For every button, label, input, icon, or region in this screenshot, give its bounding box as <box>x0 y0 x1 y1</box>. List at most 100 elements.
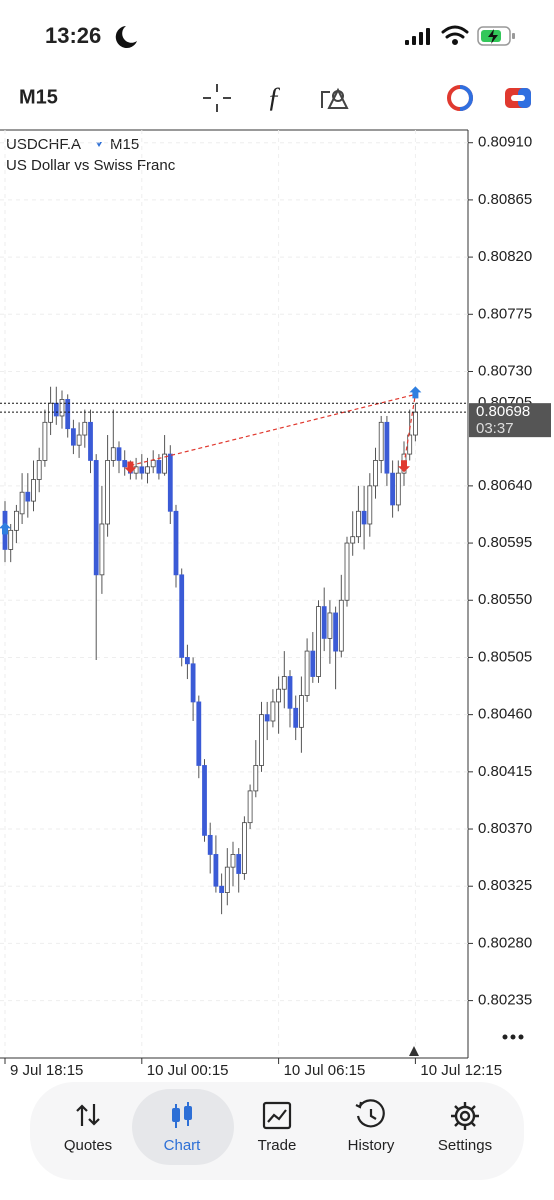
candle-body <box>241 822 247 874</box>
candle-body <box>133 466 139 474</box>
history-icon[interactable] <box>355 1099 385 1128</box>
y-tick-label: 0.80820 <box>478 248 532 265</box>
candle-body <box>287 676 293 709</box>
candle-body <box>65 399 71 430</box>
one-click-button[interactable] <box>447 85 473 111</box>
candle-body <box>338 599 344 652</box>
indicators-button[interactable]: ƒ <box>267 82 281 113</box>
candle-body <box>122 460 128 468</box>
y-tick-label: 0.80550 <box>478 591 532 608</box>
candle-body <box>207 834 213 855</box>
objects-button[interactable] <box>321 87 349 109</box>
candle-body <box>162 453 168 474</box>
candle-body <box>179 574 185 658</box>
moon-icon <box>115 26 137 48</box>
y-tick-label: 0.80730 <box>478 362 532 379</box>
candle-body <box>71 428 76 446</box>
y-tick-label: 0.80415 <box>478 763 532 780</box>
signal-icon <box>405 28 430 45</box>
quotes-icon[interactable] <box>76 1104 100 1126</box>
candle-body <box>145 466 150 474</box>
status-time: 13:26 <box>45 23 101 48</box>
x-tick-label: 9 Jul 18:15 <box>10 1062 83 1079</box>
candle-body <box>276 688 282 703</box>
tab-label[interactable]: Chart <box>164 1137 202 1154</box>
candle-body <box>412 411 418 436</box>
candle-body <box>355 510 361 538</box>
candle-body <box>298 695 304 728</box>
grid <box>0 130 468 1058</box>
x-tick-label: 10 Jul 06:15 <box>284 1062 366 1079</box>
candle-body <box>167 453 173 512</box>
tab-label[interactable]: History <box>348 1137 395 1154</box>
candle-body <box>13 510 19 531</box>
y-tick-label: 0.80775 <box>478 305 532 322</box>
candle-body <box>196 701 202 766</box>
settings-icon[interactable] <box>451 1102 479 1130</box>
crosshair-button[interactable] <box>203 84 231 112</box>
candle-body <box>173 510 179 576</box>
candle-body <box>150 460 156 468</box>
candle-body <box>281 676 287 690</box>
y-tick-label: 0.80640 <box>478 477 532 494</box>
countdown: 03:37 <box>476 420 514 437</box>
candle-body <box>316 606 321 677</box>
candle-body <box>384 421 390 474</box>
y-tick-label: 0.80370 <box>478 820 532 837</box>
chart-timeframe: M15 <box>110 136 139 153</box>
candle-body <box>59 399 65 417</box>
toolbar-timeframe[interactable]: M15 <box>19 86 58 108</box>
chart-icon[interactable] <box>172 1102 192 1128</box>
candle-body <box>378 421 384 461</box>
candle-body <box>219 885 225 893</box>
candle-body <box>202 765 207 836</box>
y-tick-label: 0.80325 <box>478 877 532 894</box>
candle-body <box>253 765 259 792</box>
trade-icon[interactable] <box>262 1101 292 1130</box>
candle-body <box>19 491 25 515</box>
candle-body <box>373 460 378 487</box>
candle-body <box>390 472 396 506</box>
y-tick-label: 0.80865 <box>478 191 532 208</box>
selected-tab-bg <box>132 1089 234 1165</box>
candle-body <box>344 542 350 601</box>
trade-button[interactable] <box>505 88 531 108</box>
candle-body <box>36 460 42 480</box>
candle-body <box>236 854 242 874</box>
sell-arrow <box>124 461 137 474</box>
candle-body <box>293 707 299 728</box>
candle-body <box>31 479 36 502</box>
candle-body <box>304 650 310 696</box>
candle-body <box>230 854 236 868</box>
tab-label[interactable]: Trade <box>258 1137 297 1154</box>
candle-body <box>25 491 31 502</box>
candle-body <box>99 523 105 576</box>
candle-body <box>327 612 333 639</box>
x-tick-label: 10 Jul 00:15 <box>147 1062 229 1079</box>
y-tick-label: 0.80280 <box>478 934 532 951</box>
candle-body <box>48 402 53 423</box>
candle-body <box>53 402 59 417</box>
y-tick-label: 0.80505 <box>478 648 532 665</box>
tab-label[interactable]: Settings <box>438 1137 492 1154</box>
symbol-dropdown[interactable] <box>96 142 102 147</box>
candle-body <box>93 460 99 576</box>
y-tick-label: 0.80910 <box>478 134 532 151</box>
candle-body <box>8 529 14 550</box>
tab-label[interactable]: Quotes <box>64 1137 112 1154</box>
sell-arrow <box>398 460 410 473</box>
y-tick-label: 0.80460 <box>478 706 532 723</box>
more-button[interactable] <box>502 1034 524 1040</box>
bid-label: 0.80698 <box>476 403 530 420</box>
axes: 0.80910 0.80865 0.80820 0.80775 0.80730 0.806… <box>4 134 551 1079</box>
candle-body <box>333 612 339 652</box>
wifi-icon <box>441 25 469 45</box>
candle-body <box>264 714 270 722</box>
candle-body <box>116 447 122 461</box>
symbol[interactable]: USDCHF.A <box>6 136 81 153</box>
candle-body <box>42 421 48 461</box>
candle-body <box>82 421 88 436</box>
candle-body <box>321 606 327 639</box>
candle-body <box>190 663 196 703</box>
